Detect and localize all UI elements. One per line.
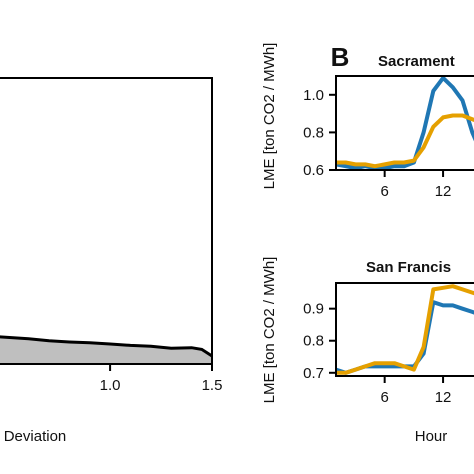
panel-b-top-title: Sacrament xyxy=(378,53,455,70)
y-tick-label: 0.6 xyxy=(303,162,324,179)
panel-b-bottom-title: San Francis xyxy=(366,259,451,276)
x-tick-label: 1.5 xyxy=(202,377,223,394)
panel-b-top-lines xyxy=(335,75,474,171)
density-line xyxy=(0,335,213,358)
panel-b-top: B Sacrament 6 12 0.6 0.8 1.0 LME [ton CO2 /… xyxy=(261,42,474,200)
panel-b-bottom-frame xyxy=(335,282,474,377)
panel-b-bottom-y-axis-label: LME [ton CO2 / MWh] xyxy=(261,257,278,404)
x-tick-label: 6 xyxy=(380,389,388,406)
panel-a-area-group xyxy=(0,335,213,364)
series-line-1 xyxy=(336,284,474,375)
panel-a-frame xyxy=(0,77,213,365)
panel-b-bottom-lines xyxy=(335,284,474,375)
panel-b-bottom-y-ticks: 0.7 0.8 0.9 xyxy=(303,301,336,382)
y-tick-label: 0.7 xyxy=(303,365,324,382)
panel-a: 1.0 1.5 Deviation xyxy=(0,77,223,445)
panel-a-x-ticks: 1.0 1.5 xyxy=(100,364,223,394)
panel-b-bottom-x-ticks: 6 12 xyxy=(380,376,451,406)
panel-b-top-y-ticks: 0.6 0.8 1.0 xyxy=(303,87,336,179)
x-tick-label: 12 xyxy=(435,183,452,200)
panel-a-x-axis-label: Deviation xyxy=(4,428,67,445)
panel-b-bottom: San Francis 6 12 0.7 0.8 0.9 LME [ton CO2 /… xyxy=(261,257,474,445)
y-tick-label: 0.8 xyxy=(303,124,324,141)
series-line-0 xyxy=(335,300,474,375)
y-tick-label: 0.8 xyxy=(303,333,324,350)
panel-b-top-frame xyxy=(335,75,474,171)
x-tick-label: 12 xyxy=(435,389,452,406)
series-line-1 xyxy=(336,113,474,169)
panel-b-top-x-ticks: 6 12 xyxy=(380,170,451,200)
x-tick-label: 6 xyxy=(380,183,388,200)
density-area xyxy=(0,336,212,364)
series-line-0 xyxy=(335,75,474,171)
panel-b-top-y-axis-label: LME [ton CO2 / MWh] xyxy=(261,43,278,190)
y-tick-label: 0.9 xyxy=(303,301,324,318)
y-tick-label: 1.0 xyxy=(303,87,324,104)
x-tick-label: 1.0 xyxy=(100,377,121,394)
panel-b-letter: B xyxy=(331,42,350,72)
panel-b-bottom-x-axis-label: Hour xyxy=(415,428,448,445)
